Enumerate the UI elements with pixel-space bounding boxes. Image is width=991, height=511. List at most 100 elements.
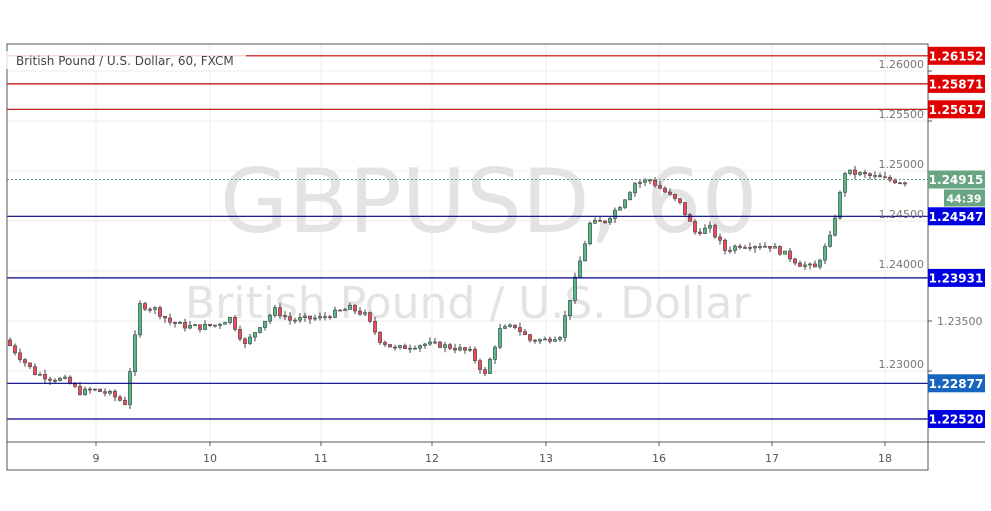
candle (273, 307, 277, 316)
candle (678, 198, 682, 203)
candle (18, 352, 22, 360)
candle (543, 338, 547, 341)
candle (58, 378, 62, 381)
candle (413, 347, 417, 350)
level-label-bg (928, 74, 985, 93)
candle (468, 348, 472, 351)
candle (268, 315, 272, 322)
candle (363, 312, 367, 315)
candle (63, 376, 67, 379)
candle (148, 308, 152, 311)
candle (593, 220, 597, 224)
candle (443, 344, 447, 348)
candle (793, 258, 797, 264)
candle (623, 199, 627, 208)
candle (533, 339, 537, 342)
candle (288, 316, 292, 321)
candle (33, 366, 37, 375)
candle (208, 324, 212, 327)
candle (308, 315, 312, 320)
candle (523, 331, 527, 335)
candle (553, 339, 557, 342)
candle (763, 245, 767, 248)
candle (698, 231, 702, 234)
candle (158, 307, 162, 317)
candle (438, 341, 442, 348)
candle (848, 169, 852, 174)
candle (353, 304, 357, 312)
candle (898, 182, 902, 185)
current-price-label: 1.24915 (929, 173, 984, 187)
candle (433, 341, 437, 344)
candle (243, 338, 247, 344)
level-label-bg (928, 410, 985, 428)
candle (253, 332, 257, 338)
candle (43, 374, 47, 380)
watermark-name: British Pound / U.S. Dollar (185, 278, 751, 329)
candle (773, 246, 777, 249)
time-tick-label: 13 (539, 452, 553, 465)
candle (878, 175, 882, 178)
candle (803, 264, 807, 267)
candle (318, 316, 322, 319)
candle (248, 336, 252, 344)
candle (333, 309, 337, 318)
candle (228, 316, 232, 323)
candle (868, 173, 872, 176)
candle (508, 324, 512, 327)
candle (718, 236, 722, 241)
candle (303, 315, 307, 318)
price-tick-label: 1.25000 (879, 158, 925, 171)
candle (183, 321, 187, 329)
candle (493, 346, 497, 360)
candle (373, 321, 377, 333)
candle (198, 324, 202, 330)
candle (108, 390, 112, 394)
candle (733, 245, 737, 251)
candle (8, 339, 12, 347)
candle (873, 175, 877, 177)
level-label-bg (928, 207, 985, 226)
candle (598, 220, 602, 222)
candle (203, 324, 207, 330)
candle (653, 179, 657, 186)
candle (213, 324, 217, 327)
time-tick-label: 11 (314, 452, 328, 465)
candle (668, 191, 672, 195)
countdown-label: 44:39 (946, 193, 981, 206)
time-tick-label: 12 (425, 452, 439, 465)
candle (153, 307, 157, 310)
level-label: 1.22877 (929, 377, 984, 391)
chart-title: British Pound / U.S. Dollar, 60, FXCM (16, 54, 234, 68)
candle (38, 374, 42, 376)
candle (658, 185, 662, 189)
candle (703, 227, 707, 234)
candle (408, 347, 412, 350)
candle (173, 321, 177, 324)
candle (743, 247, 747, 249)
candle (123, 399, 127, 405)
candle (448, 344, 452, 349)
candle (818, 259, 822, 268)
candle (83, 388, 87, 395)
candle (723, 239, 727, 251)
candle (348, 304, 352, 310)
candle (713, 224, 717, 238)
candle (218, 323, 222, 326)
time-tick-label: 9 (93, 452, 100, 465)
candle (238, 329, 242, 340)
candle (608, 218, 612, 223)
candle (458, 347, 462, 351)
candle (778, 246, 782, 255)
candle (558, 337, 562, 340)
candle (313, 317, 317, 320)
price-axis: 1.26000 1.25500 1.25000 1.24500 1.24000 1.235… (879, 58, 983, 372)
candle (583, 243, 587, 262)
candle (788, 250, 792, 260)
time-tick-label: 18 (878, 452, 892, 465)
candle (283, 315, 287, 317)
candle (858, 172, 862, 175)
candle (588, 222, 592, 245)
